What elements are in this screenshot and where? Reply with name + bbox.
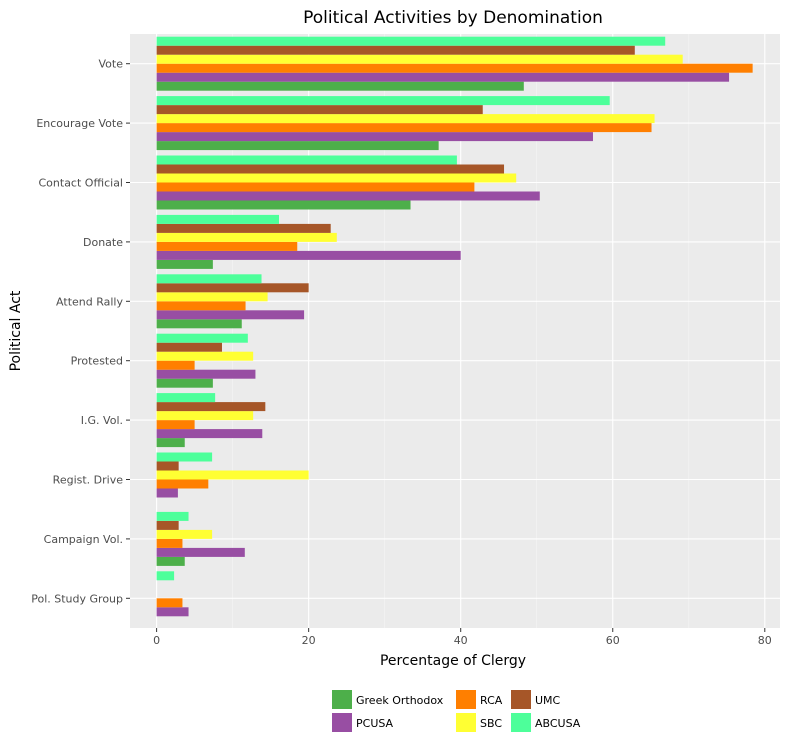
- bar-protested-greek-orthodox: [156, 378, 213, 388]
- bar-protested-sbc: [156, 351, 254, 361]
- x-axis-title: Percentage of Clergy: [380, 653, 526, 669]
- bar-vote-greek-orthodox: [156, 81, 524, 91]
- bar-contact-official-sbc: [156, 173, 517, 183]
- bar-i-g-vol-pcusa: [156, 429, 263, 439]
- legend: Greek Orthodox PCUSA RCA SBC UMC ABCUSA: [332, 690, 581, 732]
- legend-label-greek-orthodox: Greek Orthodox: [356, 694, 444, 707]
- bar-pol-study-group-rca: [156, 598, 183, 608]
- bar-attend-rally-abcusa: [156, 274, 262, 284]
- bar-campaign-vol-greek-orthodox: [156, 556, 185, 566]
- legend-key-abcusa: [511, 713, 531, 732]
- bar-donate-umc: [156, 223, 331, 233]
- bar-attend-rally-greek-orthodox: [156, 319, 242, 329]
- bar-vote-abcusa: [156, 36, 666, 46]
- bar-i-g-vol-sbc: [156, 411, 254, 421]
- bar-contact-official-umc: [156, 164, 505, 174]
- bar-regist-drive-rca: [156, 479, 209, 489]
- bar-contact-official-pcusa: [156, 191, 540, 201]
- bar-campaign-vol-umc: [156, 520, 179, 530]
- bar-encourage-vote-rca: [156, 123, 652, 133]
- bar-pol-study-group-pcusa: [156, 607, 189, 617]
- x-tick-label: 20: [302, 634, 316, 647]
- bar-vote-pcusa: [156, 72, 730, 82]
- bar-attend-rally-sbc: [156, 292, 268, 302]
- y-tick-label-protested: Protested: [71, 355, 123, 368]
- legend-key-sbc: [456, 713, 476, 732]
- x-tick-label: 80: [758, 634, 772, 647]
- bar-regist-drive-abcusa: [156, 452, 213, 462]
- bar-i-g-vol-rca: [156, 420, 195, 430]
- y-axis: Vote Encourage Vote Contact Official Donate…: [31, 58, 130, 605]
- bar-campaign-vol-abcusa: [156, 511, 189, 521]
- bar-donate-sbc: [156, 232, 337, 242]
- bar-vote-umc: [156, 45, 635, 55]
- legend-label-rca: RCA: [480, 694, 503, 707]
- bar-campaign-vol-sbc: [156, 529, 213, 539]
- legend-key-rca: [456, 690, 476, 709]
- bar-regist-drive-sbc: [156, 470, 309, 480]
- x-tick-label: 60: [606, 634, 620, 647]
- bar-protested-rca: [156, 360, 195, 370]
- y-tick-label-campaign-vol: Campaign Vol.: [44, 533, 123, 546]
- bar-encourage-vote-umc: [156, 105, 483, 115]
- legend-label-pcusa: PCUSA: [356, 717, 394, 730]
- bar-attend-rally-umc: [156, 283, 309, 293]
- bar-donate-abcusa: [156, 214, 280, 224]
- bar-protested-abcusa: [156, 333, 248, 343]
- bars: [156, 36, 753, 617]
- bar-encourage-vote-abcusa: [156, 96, 610, 106]
- bar-contact-official-abcusa: [156, 155, 457, 165]
- bar-campaign-vol-rca: [156, 538, 183, 548]
- bar-contact-official-rca: [156, 182, 475, 192]
- bar-protested-pcusa: [156, 369, 256, 379]
- bar-i-g-vol-greek-orthodox: [156, 438, 185, 448]
- y-tick-label-donate: Donate: [83, 236, 123, 249]
- y-tick-label-i-g-vol: I.G. Vol.: [81, 414, 123, 427]
- y-tick-label-vote: Vote: [99, 58, 124, 71]
- x-axis: 0 20 40 60 80: [153, 628, 772, 647]
- y-tick-label-contact-official: Contact Official: [39, 177, 124, 190]
- x-tick-label: 0: [153, 634, 160, 647]
- y-axis-title: Political Act: [8, 290, 24, 371]
- bar-i-g-vol-abcusa: [156, 393, 216, 403]
- bar-donate-greek-orthodox: [156, 259, 213, 269]
- bar-i-g-vol-umc: [156, 402, 266, 412]
- legend-key-greek-orthodox: [332, 690, 352, 709]
- bar-pol-study-group-abcusa: [156, 571, 175, 581]
- bar-encourage-vote-sbc: [156, 114, 655, 124]
- bar-contact-official-greek-orthodox: [156, 200, 411, 210]
- bar-attend-rally-rca: [156, 301, 246, 311]
- bar-encourage-vote-greek-orthodox: [156, 141, 439, 151]
- bar-donate-rca: [156, 241, 298, 251]
- y-tick-label-pol-study-group: Pol. Study Group: [31, 592, 123, 605]
- bar-regist-drive-umc: [156, 461, 179, 471]
- legend-key-pcusa: [332, 713, 352, 732]
- bar-attend-rally-pcusa: [156, 310, 305, 320]
- bar-campaign-vol-pcusa: [156, 547, 245, 557]
- y-tick-label-regist-drive: Regist. Drive: [53, 474, 124, 487]
- legend-label-abcusa: ABCUSA: [535, 717, 581, 730]
- bar-vote-sbc: [156, 54, 683, 64]
- bar-donate-pcusa: [156, 250, 461, 260]
- legend-label-sbc: SBC: [480, 717, 502, 730]
- bar-protested-umc: [156, 342, 222, 352]
- bar-vote-rca: [156, 63, 753, 73]
- x-tick-label: 40: [454, 634, 468, 647]
- bar-regist-drive-pcusa: [156, 488, 178, 498]
- legend-key-umc: [511, 690, 531, 709]
- bar-encourage-vote-pcusa: [156, 132, 593, 142]
- legend-label-umc: UMC: [535, 694, 561, 707]
- chart-title: Political Activities by Denomination: [303, 8, 603, 28]
- y-tick-label-encourage-vote: Encourage Vote: [36, 117, 123, 130]
- y-tick-label-attend-rally: Attend Rally: [56, 295, 123, 308]
